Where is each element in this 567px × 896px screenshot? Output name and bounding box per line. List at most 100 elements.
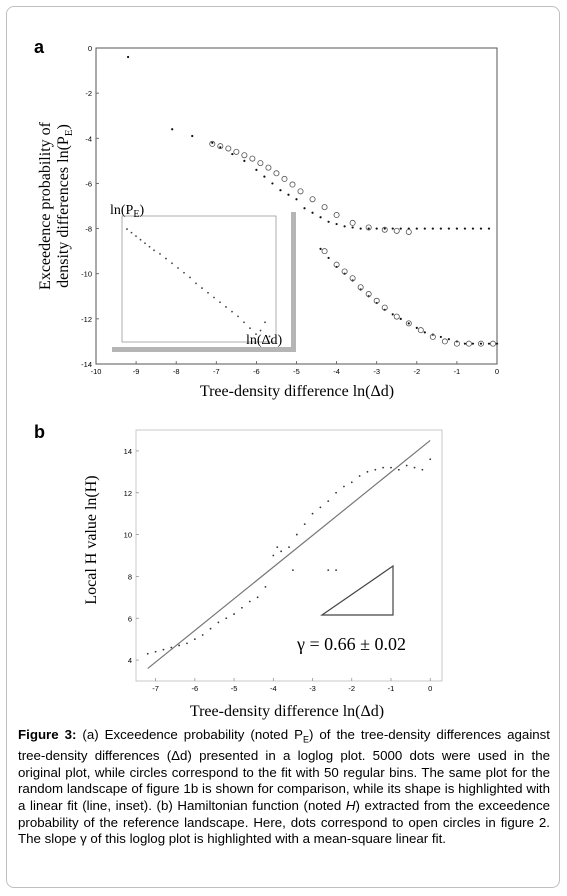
- chart-b-dot-point: [162, 648, 165, 651]
- chart-a-dot-point: [319, 247, 322, 250]
- chart-a-circle-point: [341, 268, 348, 275]
- chart-a-y-tick-label: -10: [81, 270, 92, 279]
- chart-b-dot-point: [217, 621, 220, 624]
- chart-a-dot-point: [391, 227, 394, 230]
- chart-a-dot-point: [463, 342, 467, 345]
- chart-a-circle-point: [217, 143, 224, 150]
- chart-a-dot-point: [495, 342, 499, 345]
- chart-a-circle-point: [405, 320, 412, 327]
- chart-a-circle-point: [273, 170, 280, 177]
- chart-b-dot-point: [390, 466, 392, 469]
- chart-b-dot-point: [248, 600, 251, 603]
- inset-point: [165, 257, 167, 260]
- chart-a-circle-point: [489, 340, 496, 347]
- chart-a-dot-point: [375, 227, 378, 230]
- chart-a-circle-point: [349, 219, 356, 226]
- chart-a-dot-point: [243, 159, 246, 162]
- inset-point: [237, 315, 239, 318]
- chart-a-circle-point: [417, 327, 424, 334]
- chart-a-circle-point: [225, 145, 232, 152]
- chart-b-dot-point: [303, 523, 306, 526]
- chart-a-dot-point: [295, 198, 298, 201]
- inset-point: [255, 333, 257, 335]
- chart-a-circle-point: [465, 340, 472, 347]
- chart-a-circle-point: [429, 333, 436, 340]
- chart-a-dot-point: [471, 342, 475, 345]
- chart-b-dot-point: [193, 638, 196, 641]
- chart-a-dot-point: [351, 226, 354, 229]
- chart-b-dot-point: [295, 533, 298, 536]
- chart-b-dot-point: [178, 644, 181, 647]
- inset-point: [195, 282, 197, 285]
- inset-point: [126, 228, 128, 230]
- inset-point: [139, 238, 142, 241]
- chart-a-dot-point: [255, 168, 258, 171]
- chart-a: -10 -9 -8 -7 -6 -5 -4 -3 -2 -1 0-14-12-10-8-6-4-20…: [37, 44, 499, 400]
- chart-b-dot-point: [343, 485, 345, 488]
- chart-b-x-tick-label: -4: [270, 684, 277, 693]
- chart-b-x-tick-label: -7: [152, 684, 159, 693]
- chart-a-x-tick-label: -1: [454, 367, 461, 376]
- chart-a-y-tick-label: -2: [85, 89, 92, 98]
- chart-b-x-tick-label: -6: [192, 684, 199, 693]
- chart-b-dot-point: [272, 554, 275, 557]
- chart-a-y-tick-label: 0: [88, 44, 92, 53]
- inset-point: [148, 245, 151, 248]
- chart-b-axis-ticks: -7 -6 -5 -4 -3 -2 -1 0 4 6 8 10 12 14: [124, 447, 433, 693]
- chart-a-dot-point: [487, 342, 491, 345]
- chart-b: -7 -6 -5 -4 -3 -2 -1 0 4 6 8 10 12 14 γ = 0.66 ± 0.02…: [83, 429, 443, 720]
- chart-a-dot-point: [287, 193, 290, 196]
- chart-a-dot-point: [231, 152, 234, 156]
- chart-b-dot-point: [292, 569, 294, 572]
- chart-a-circle-point: [333, 261, 340, 268]
- chart-a-y-tick-label: -6: [85, 179, 92, 188]
- chart-a-dot-point: [327, 256, 330, 260]
- chart-a-dot-point: [423, 331, 426, 334]
- chart-a-dot-point: [391, 313, 394, 316]
- caption-sub-e: E: [302, 734, 309, 745]
- chart-b-dot-point: [421, 468, 424, 471]
- chart-a-dot-point: [431, 227, 434, 230]
- chart-a-circle-point: [349, 275, 356, 282]
- chart-a-dot-point: [335, 222, 338, 226]
- inset-point: [259, 329, 262, 332]
- inset-highlight-horizontal: [112, 347, 296, 352]
- caption-h-italic: H: [345, 798, 356, 814]
- chart-a-circle-point: [257, 160, 264, 167]
- chart-a-dot-point: [471, 227, 475, 230]
- chart-b-series: [146, 439, 432, 669]
- chart-b-x-tick-label: -3: [309, 684, 316, 693]
- chart-a-circle-point: [209, 140, 216, 147]
- chart-a-x-tick-label: -5: [293, 367, 300, 376]
- chart-a-circle-point: [265, 164, 272, 171]
- chart-a-dot-point: [263, 175, 266, 178]
- chart-a-series: [126, 55, 499, 347]
- inset-point: [249, 327, 251, 330]
- chart-b-fit-line: [147, 439, 431, 669]
- chart-b-dot-point: [358, 475, 361, 477]
- inset-point: [231, 310, 233, 313]
- chart-b-dot-point: [350, 481, 353, 484]
- chart-a-dot-point: [407, 322, 410, 325]
- inset-point: [177, 267, 179, 269]
- chart-a-circle-point: [365, 291, 372, 298]
- inset-point: [225, 306, 227, 308]
- chart-a-ylabel-line2: density differences ln(PE): [55, 124, 75, 288]
- inset-xlabel: ln(Δd): [246, 333, 283, 348]
- chart-b-xlabel: Tree-density difference ln(Δd): [190, 703, 384, 720]
- chart-a-x-tick-label: -6: [253, 367, 260, 376]
- chart-b-dot-point: [397, 468, 400, 471]
- chart-b-dot-point: [241, 606, 243, 609]
- chart-b-dot-point: [374, 468, 377, 471]
- chart-a-dot-point: [455, 227, 458, 230]
- chart-a-dot-point: [171, 128, 174, 131]
- panel-b-label: b: [34, 422, 45, 442]
- inset-point: [135, 235, 137, 238]
- chart-a-dot-point: [279, 189, 282, 192]
- chart-b-y-tick-label: 10: [124, 531, 132, 540]
- chart-a-circle-point: [249, 155, 256, 162]
- chart-a-circle-point: [441, 338, 448, 345]
- chart-a-circle-point: [453, 340, 460, 347]
- inset-point: [243, 321, 245, 324]
- chart-b-dot-point: [280, 550, 283, 553]
